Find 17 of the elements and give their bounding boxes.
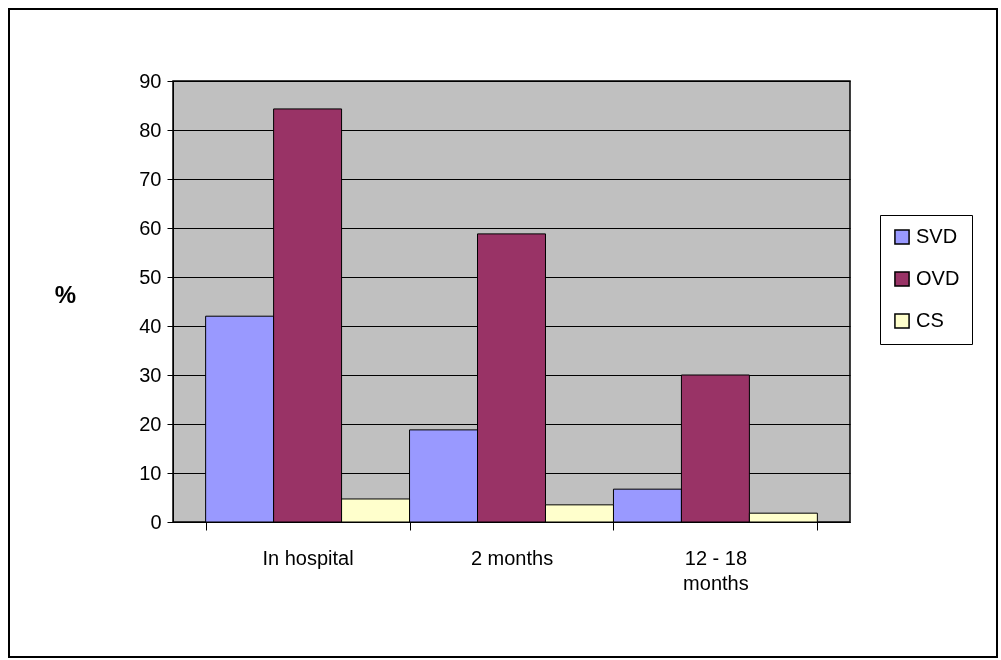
y-tick-label: 70 bbox=[139, 167, 162, 190]
y-tick-label: 60 bbox=[139, 216, 162, 239]
y-tick-label: 80 bbox=[139, 118, 162, 141]
y-tick-label: 90 bbox=[139, 69, 162, 92]
y-axis-title: % bbox=[54, 280, 77, 308]
y-tick-label: 20 bbox=[139, 412, 162, 435]
x-tick-label: 2 months bbox=[470, 546, 554, 569]
legend-label: CS bbox=[916, 309, 944, 331]
y-tick-label: 40 bbox=[139, 314, 162, 337]
x-tick-label: 12 - 18 months bbox=[683, 546, 749, 594]
x-tick-label: In hospital bbox=[262, 546, 354, 569]
y-tick-label: 30 bbox=[139, 363, 162, 386]
legend-label: OVD bbox=[916, 267, 960, 289]
y-tick-label: 0 bbox=[150, 510, 162, 533]
y-tick-label: 10 bbox=[139, 461, 162, 484]
legend-label: SVD bbox=[916, 225, 958, 247]
y-tick-label: 50 bbox=[139, 265, 162, 288]
